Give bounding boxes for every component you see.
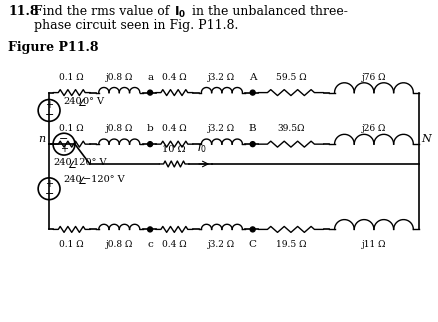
Text: 39.5Ω: 39.5Ω bbox=[277, 124, 305, 133]
Circle shape bbox=[250, 227, 255, 232]
Circle shape bbox=[250, 90, 255, 95]
Text: j76 Ω: j76 Ω bbox=[362, 73, 386, 82]
Text: j3.2 Ω: j3.2 Ω bbox=[208, 124, 236, 133]
Text: c: c bbox=[147, 240, 153, 249]
Text: 11.8: 11.8 bbox=[8, 5, 39, 18]
Text: 240: 240 bbox=[63, 175, 81, 184]
Text: 120° V: 120° V bbox=[73, 158, 106, 167]
Text: 0° V: 0° V bbox=[83, 97, 104, 106]
Text: +: + bbox=[45, 100, 53, 110]
Text: −120° V: −120° V bbox=[83, 175, 124, 184]
Text: 240: 240 bbox=[63, 97, 81, 106]
Text: 0.1 Ω: 0.1 Ω bbox=[60, 124, 84, 133]
Circle shape bbox=[250, 142, 255, 147]
Text: j3.2 Ω: j3.2 Ω bbox=[208, 240, 236, 249]
Circle shape bbox=[148, 142, 152, 147]
Text: j11 Ω: j11 Ω bbox=[362, 240, 386, 249]
Text: N: N bbox=[422, 134, 431, 144]
Text: j3.2 Ω: j3.2 Ω bbox=[208, 73, 236, 82]
Text: b: b bbox=[147, 124, 153, 133]
Text: −: − bbox=[44, 110, 54, 120]
Text: Find the rms value of: Find the rms value of bbox=[34, 5, 173, 18]
Text: $\mathbf{I_0}$: $\mathbf{I_0}$ bbox=[174, 5, 187, 21]
Text: +: + bbox=[45, 179, 53, 189]
Text: B: B bbox=[249, 124, 257, 133]
Text: A: A bbox=[249, 73, 256, 82]
Text: −: − bbox=[59, 134, 69, 144]
Text: 10 Ω: 10 Ω bbox=[162, 145, 186, 154]
Text: 19.5 Ω: 19.5 Ω bbox=[276, 240, 306, 249]
Text: a: a bbox=[147, 73, 153, 82]
Circle shape bbox=[148, 227, 152, 232]
Text: $I_0$: $I_0$ bbox=[197, 141, 207, 155]
Text: 0.1 Ω: 0.1 Ω bbox=[60, 240, 84, 249]
Text: 59.5 Ω: 59.5 Ω bbox=[276, 73, 306, 82]
Text: $\angle$: $\angle$ bbox=[67, 158, 77, 170]
Text: $\angle$: $\angle$ bbox=[77, 174, 87, 186]
Text: $\angle$: $\angle$ bbox=[77, 96, 87, 108]
Text: −: − bbox=[44, 189, 54, 199]
Text: in the unbalanced three-: in the unbalanced three- bbox=[188, 5, 348, 18]
Text: 0.4 Ω: 0.4 Ω bbox=[162, 124, 187, 133]
Text: 0.4 Ω: 0.4 Ω bbox=[162, 240, 187, 249]
Text: C: C bbox=[249, 240, 257, 249]
Text: 0.4 Ω: 0.4 Ω bbox=[162, 73, 187, 82]
Text: j26 Ω: j26 Ω bbox=[362, 124, 386, 133]
Text: 0.1 Ω: 0.1 Ω bbox=[60, 73, 84, 82]
Circle shape bbox=[148, 90, 152, 95]
Text: +: + bbox=[60, 144, 68, 154]
Text: 240: 240 bbox=[53, 158, 72, 167]
Text: phase circuit seen in Fig. P11.8.: phase circuit seen in Fig. P11.8. bbox=[34, 19, 239, 32]
Text: j0.8 Ω: j0.8 Ω bbox=[106, 124, 133, 133]
Text: j0.8 Ω: j0.8 Ω bbox=[106, 240, 133, 249]
Text: n: n bbox=[38, 134, 45, 144]
Text: Figure P11.8: Figure P11.8 bbox=[8, 41, 99, 54]
Text: j0.8 Ω: j0.8 Ω bbox=[106, 73, 133, 82]
